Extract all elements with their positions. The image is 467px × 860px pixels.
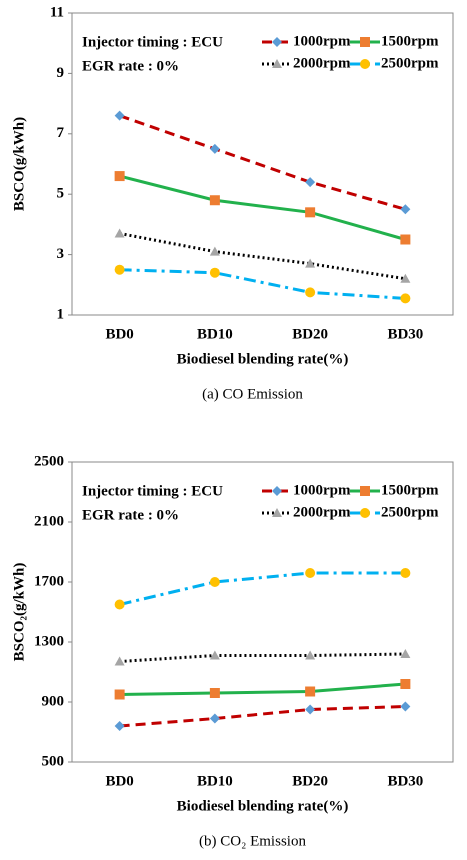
- series-line: [119, 114, 406, 211]
- marker: [305, 258, 316, 268]
- marker: [305, 686, 316, 697]
- marker: [400, 679, 411, 689]
- marker: [305, 568, 316, 578]
- x-tick-label: BD20: [292, 326, 328, 342]
- marker: [360, 486, 370, 496]
- plot-frame: [71, 12, 454, 316]
- marker: [272, 508, 282, 517]
- marker: [400, 204, 411, 215]
- legend-label: 2500rpm: [381, 504, 439, 520]
- marker: [114, 228, 125, 238]
- series-line: [119, 571, 406, 606]
- marker: [209, 195, 220, 206]
- marker: [114, 689, 125, 700]
- y-tick-label: 2500: [34, 453, 64, 469]
- marker: [400, 649, 411, 658]
- marker: [114, 110, 125, 121]
- marker: [209, 688, 220, 698]
- series-line: [119, 652, 406, 663]
- marker: [209, 577, 220, 587]
- annotation: Injector timing : ECU: [82, 34, 223, 50]
- x-tick-label: BD0: [105, 773, 133, 789]
- marker: [114, 264, 125, 275]
- marker: [305, 177, 316, 188]
- legend-label: 1500rpm: [381, 482, 439, 498]
- marker: [305, 207, 316, 218]
- x-tick-label: BD30: [387, 326, 423, 342]
- marker: [272, 486, 282, 496]
- marker: [209, 713, 220, 724]
- x-axis-title: Biodiesel blending rate(%): [177, 798, 349, 814]
- y-axis-title: BSCO₂(g/kWh): [11, 563, 27, 662]
- marker: [400, 701, 411, 712]
- series-line: [119, 705, 406, 728]
- marker: [209, 650, 220, 660]
- y-tick-label: 900: [42, 693, 65, 709]
- marker: [272, 59, 282, 68]
- y-tick-label: 9: [57, 65, 65, 81]
- y-tick-label: 1: [57, 306, 65, 322]
- y-tick-label: 1700: [34, 573, 64, 589]
- marker: [305, 287, 316, 298]
- legend-label: 1000rpm: [293, 33, 351, 49]
- marker: [360, 37, 370, 47]
- legend-label: 2000rpm: [293, 55, 351, 71]
- x-axis-title: Biodiesel blending rate(%): [177, 351, 349, 367]
- series-line: [119, 268, 406, 300]
- y-tick-label: 3: [57, 246, 65, 262]
- marker: [305, 704, 316, 715]
- y-tick-label: 7: [57, 125, 65, 141]
- marker: [209, 143, 220, 154]
- marker: [114, 599, 125, 610]
- plot-frame: [71, 461, 454, 763]
- y-tick-label: 5: [57, 186, 65, 202]
- legend-label: 1000rpm: [293, 482, 351, 498]
- x-tick-label: BD10: [197, 773, 233, 789]
- y-tick-label: 2100: [34, 513, 64, 529]
- y-tick-label: 500: [42, 753, 65, 769]
- marker: [305, 650, 316, 660]
- annotation: EGR rate : 0%: [82, 507, 179, 523]
- series-line: [119, 174, 406, 241]
- marker: [272, 37, 282, 47]
- annotation: EGR rate : 0%: [82, 58, 179, 74]
- marker: [209, 246, 220, 256]
- caption: (a) CO Emission: [202, 386, 303, 402]
- y-tick-label: 1300: [34, 633, 64, 649]
- x-tick-label: BD20: [292, 773, 328, 789]
- series-line: [119, 682, 406, 696]
- marker: [400, 234, 411, 245]
- x-tick-label: BD10: [197, 326, 233, 342]
- marker: [114, 656, 125, 666]
- legend-label: 2500rpm: [381, 55, 439, 71]
- marker: [209, 267, 220, 278]
- marker: [400, 273, 411, 283]
- y-axis-title: BSCO(g/kWh): [11, 117, 27, 211]
- marker: [360, 508, 370, 518]
- marker: [360, 59, 370, 69]
- x-tick-label: BD30: [387, 773, 423, 789]
- marker: [114, 171, 125, 182]
- series-line: [119, 231, 406, 281]
- legend-label: 1500rpm: [381, 33, 439, 49]
- marker: [400, 293, 411, 304]
- caption: (b) CO₂ Emission: [199, 833, 306, 849]
- x-tick-label: BD0: [105, 326, 133, 342]
- marker: [400, 568, 411, 578]
- marker: [114, 721, 125, 731]
- legend-label: 2000rpm: [293, 504, 351, 520]
- annotation: Injector timing : ECU: [82, 483, 223, 499]
- y-tick-label: 11: [50, 4, 64, 20]
